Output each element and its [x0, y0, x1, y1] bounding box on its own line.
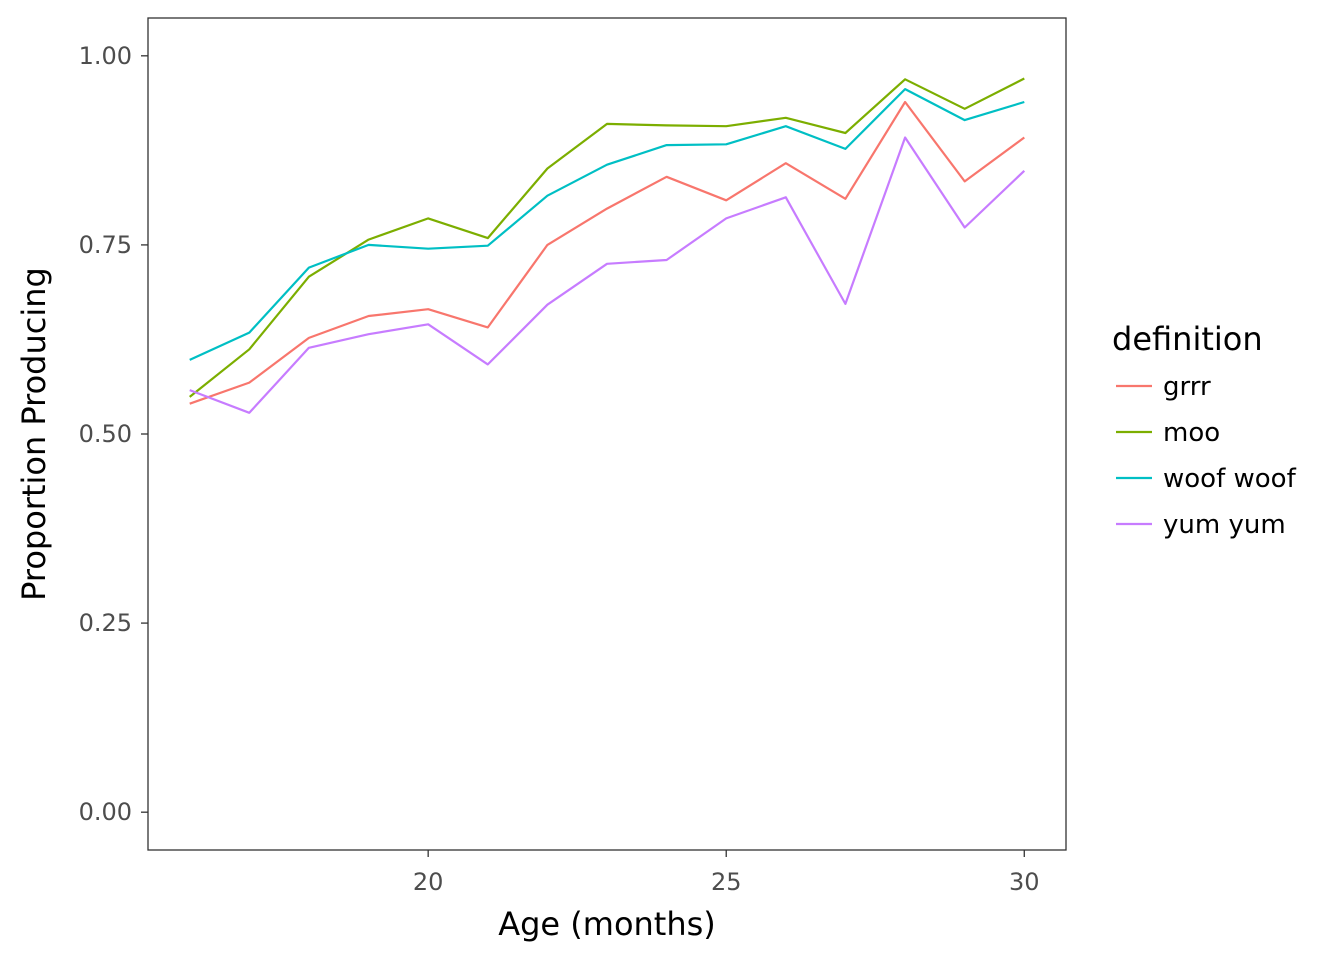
legend-title: definition — [1112, 320, 1263, 358]
y-tick-label: 0.00 — [79, 798, 132, 826]
legend-label-woof-woof: woof woof — [1163, 464, 1297, 494]
series-line-moo — [189, 77, 1025, 398]
y-axis-title: Proportion Producing — [15, 267, 53, 601]
y-tick-label: 0.25 — [79, 609, 132, 637]
x-axis: 20 25 30 — [413, 850, 1040, 896]
legend-items: grrr moo woof woof yum yum — [1116, 372, 1297, 540]
series-line-grrr — [189, 100, 1025, 405]
x-axis-title: Age (months) — [498, 905, 716, 943]
y-tick-label: 0.75 — [79, 231, 132, 259]
legend-label-yum-yum: yum yum — [1163, 510, 1286, 540]
y-tick-label: 0.50 — [79, 420, 132, 448]
x-tick-label: 20 — [413, 868, 444, 896]
series-layer — [189, 77, 1026, 414]
series-line-yum-yum — [189, 136, 1026, 414]
y-axis: 0.00 0.25 0.50 0.75 1.00 — [79, 42, 148, 826]
series-line-woof-woof — [189, 87, 1025, 361]
legend-label-moo: moo — [1163, 418, 1220, 448]
legend-label-grrr: grrr — [1163, 372, 1211, 402]
x-tick-label: 30 — [1009, 868, 1040, 896]
legend: definition grrr moo woof woof yum yum — [1112, 320, 1297, 540]
y-tick-label: 1.00 — [79, 42, 132, 70]
x-tick-label: 25 — [711, 868, 742, 896]
